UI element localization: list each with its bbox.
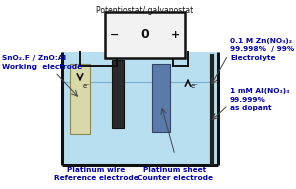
Text: Potentiostat/ galvanostat: Potentiostat/ galvanostat (96, 6, 194, 15)
Text: 0.1 M Zn(NO₃)₂
99.998%  / 99%
Electrolyte: 0.1 M Zn(NO₃)₂ 99.998% / 99% Electrolyte (230, 38, 294, 61)
Text: SnO₂.F / ZnO:Al
Working  electrode: SnO₂.F / ZnO:Al Working electrode (2, 55, 82, 70)
Text: 1 mM Al(NO₃)₃
99.999%
as dopant: 1 mM Al(NO₃)₃ 99.999% as dopant (230, 88, 289, 111)
Text: Platinum wire
Reference electrode: Platinum wire Reference electrode (54, 167, 138, 181)
Bar (152, 64, 170, 132)
Text: +: + (170, 30, 180, 40)
Bar (112, 60, 124, 128)
Text: 0: 0 (141, 29, 149, 42)
Text: −: − (110, 30, 120, 40)
Bar (105, 12, 185, 58)
Bar (70, 64, 90, 134)
Text: e⁻: e⁻ (83, 83, 91, 89)
Text: e⁻: e⁻ (191, 83, 199, 89)
Bar (62, 52, 218, 165)
Text: Platinum sheet
Counter electrode: Platinum sheet Counter electrode (137, 167, 213, 181)
